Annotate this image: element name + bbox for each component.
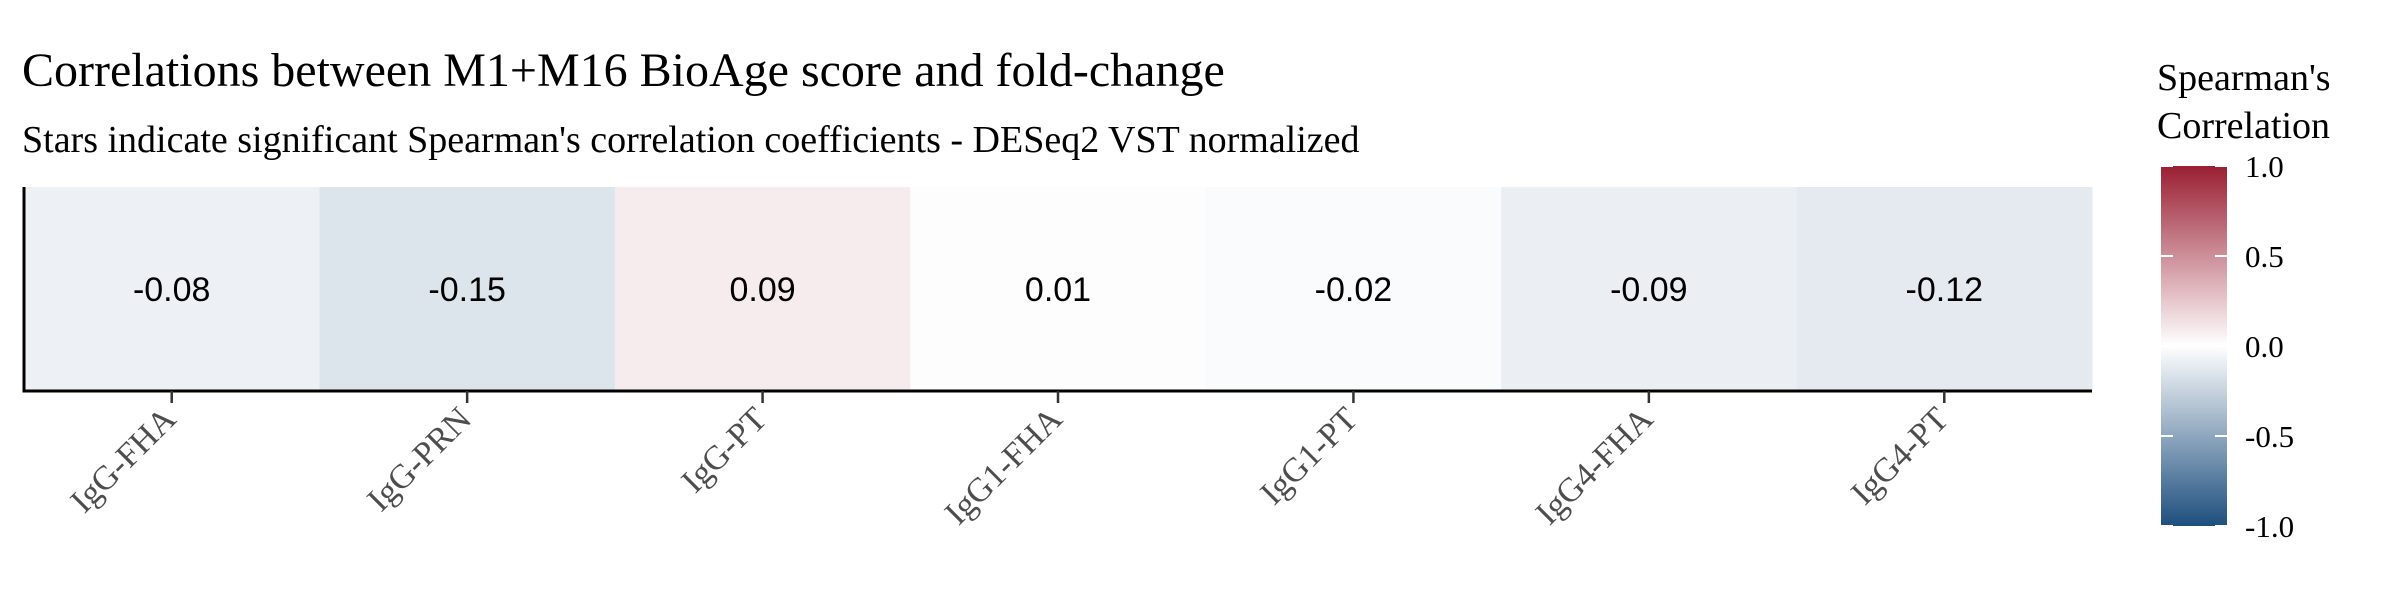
heatmap-cell-igg-prn (319, 187, 616, 391)
heatmap-cell-igg4-fha (1501, 187, 1798, 391)
cell-value-label: 0.09 (729, 271, 795, 309)
cell-value-label: -0.09 (1610, 271, 1688, 309)
cell-value-label: -0.15 (428, 271, 506, 309)
x-tick-label: IgG-FHA (64, 400, 184, 520)
legend-title-line: Correlation (2157, 105, 2330, 147)
cell-value-label: -0.08 (133, 271, 211, 309)
heatmap-cell-igg1-fha (910, 187, 1207, 391)
legend-tick-label: 1.0 (2245, 149, 2284, 184)
x-tick-label: IgG4-FHA (1529, 400, 1661, 532)
x-tick-label: IgG1-PT (1253, 400, 1365, 512)
x-tick-label: IgG-PT (675, 400, 775, 500)
heatmap-cells: -0.08 -0.15 0.09 0.01 -0.02 -0.09 -0.12 (24, 187, 2093, 391)
heatmap-cell-igg1-pt (1205, 187, 1502, 391)
heatmap-cell-igg-fha (24, 187, 320, 391)
x-tick-label: IgG-PRN (360, 400, 478, 518)
legend-tick-label: 0.0 (2245, 329, 2284, 364)
legend-tick-label: -1.0 (2245, 509, 2294, 544)
chart-subtitle: Stars indicate significant Spearman's co… (22, 119, 1360, 161)
legend-tick-label: 0.5 (2245, 239, 2284, 274)
cell-value-label: -0.12 (1906, 271, 1984, 309)
heatmap-cell-igg-pt (614, 187, 911, 391)
chart-title: Correlations between M1+M16 BioAge score… (22, 44, 1225, 97)
x-tick-label: IgG4-PT (1844, 400, 1956, 512)
heatmap-cell-igg4-pt (1796, 187, 2093, 391)
x-axis-ticks: IgG-FHA IgG-PRN IgG-PT IgG1-FHA IgG1-PT IgG4-… (64, 391, 1956, 532)
legend-title-line: Spearman's (2157, 57, 2331, 99)
x-tick-label: IgG1-FHA (938, 400, 1070, 532)
cell-value-label: -0.02 (1315, 271, 1393, 309)
legend-tick-label: -0.5 (2245, 419, 2294, 454)
cell-value-label: 0.01 (1025, 271, 1091, 309)
